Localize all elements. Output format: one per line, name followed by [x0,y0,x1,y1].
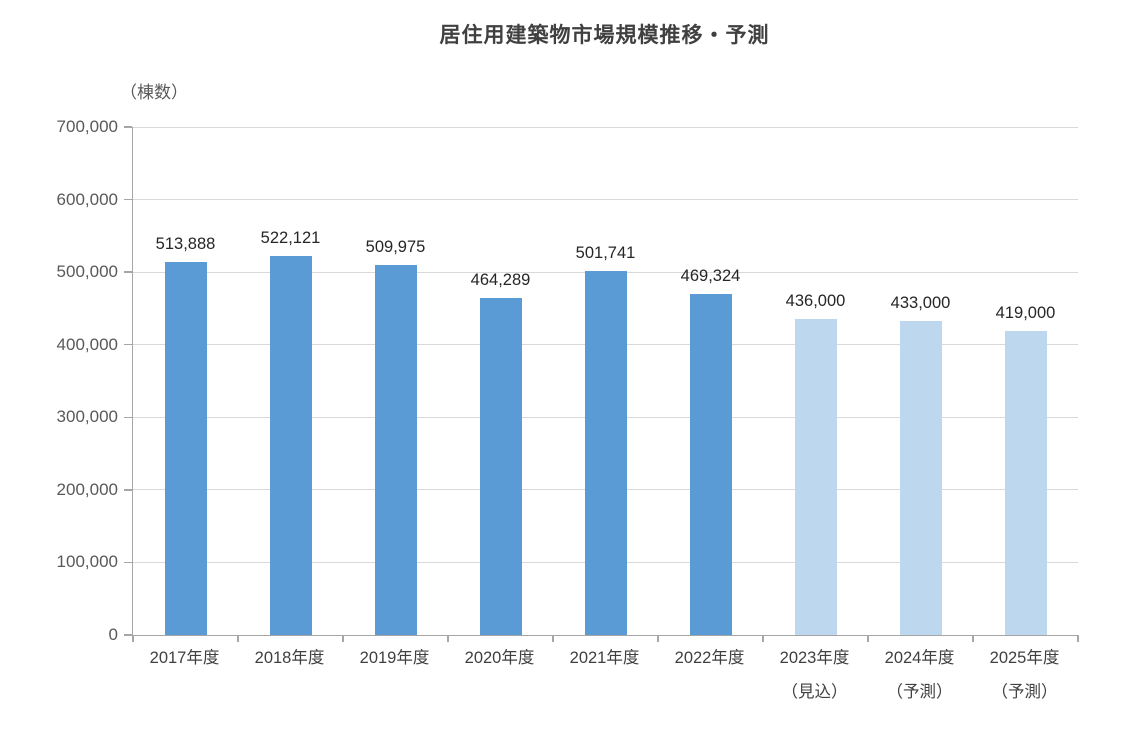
category-sublabel: （見込） [781,683,848,701]
y-axis-tick [124,126,132,128]
chart-title: 居住用建築物市場規模推移・予測 [439,24,770,47]
x-axis-category-label: 2021年度 [552,648,657,668]
bar [584,270,627,635]
data-label: 522,121 [260,229,321,248]
category-year-label: 2018年度 [254,649,325,667]
bar [374,264,417,635]
bar [164,262,207,635]
data-label: 436,000 [785,291,846,310]
category-year-label: 2021年度 [569,649,640,667]
x-axis-tick [237,635,239,642]
category-sublabel: （予測） [886,683,953,701]
category-year-label: 2024年度 [884,649,955,667]
x-axis-category-label: 2023年度 （見込） [762,648,867,702]
y-axis-tick [124,343,132,346]
gridline [133,199,1078,201]
x-axis-tick [867,635,869,642]
y-axis-tick [124,634,132,636]
gridline [133,126,1078,128]
category-year-label: 2025年度 [989,649,1060,667]
y-axis-tick [124,561,132,564]
x-axis-category-label: 2018年度 [237,648,342,668]
y-axis-tick-label: 400,000 [56,334,118,354]
y-axis-tick [124,489,132,491]
bar [794,318,837,635]
category-year-label: 2022年度 [674,649,745,667]
x-axis-tick [447,635,449,642]
y-axis-tick [124,198,132,201]
data-label: 509,975 [365,237,426,256]
x-axis-category-label: 2025年度 （予測） [972,648,1077,702]
y-axis-tick-label: 300,000 [56,407,118,427]
x-axis-tick [657,635,659,642]
bar [269,256,312,635]
category-year-label: 2017年度 [149,649,220,667]
y-axis-tick [124,416,132,419]
category-year-label: 2019年度 [359,649,430,667]
y-axis-tick-label: 200,000 [56,479,118,499]
x-axis-category-label: 2022年度 [657,648,762,668]
y-axis-tick-label: 700,000 [56,117,118,136]
x-axis-category-label: 2019年度 [342,648,447,668]
y-axis-tick-label: 100,000 [56,552,118,572]
bar [479,298,522,635]
x-axis-category-label: 2017年度 [132,648,237,668]
x-axis-tick [1077,635,1079,642]
data-label: 433,000 [890,293,951,312]
bar [1004,330,1047,635]
category-sublabel: （予測） [991,683,1058,701]
x-axis-tick [972,635,974,642]
x-axis-category-label: 2020年度 [447,648,552,668]
category-year-label: 2020年度 [464,649,535,667]
y-axis-tick-label: 0 [108,625,118,644]
bar [689,294,732,635]
x-axis-tick [342,635,344,642]
data-label: 469,324 [680,267,741,286]
data-label: 419,000 [995,303,1056,322]
x-axis-category-label: 2024年度 （予測） [867,648,972,702]
data-label: 501,741 [575,243,636,262]
y-axis-tick-label: 500,000 [56,262,118,282]
x-axis-tick [762,635,764,642]
y-axis-tick-label: 600,000 [56,189,118,209]
y-axis-tick [124,271,132,273]
plot-area: 513,888 522,121 509,975 464,289 501,741 469,3… [124,126,1079,642]
x-axis-tick [552,635,554,642]
category-year-label: 2023年度 [779,649,850,667]
y-axis-unit-label: （棟数） [120,83,188,102]
data-label: 513,888 [155,235,216,254]
bar [899,320,942,635]
x-axis-tick [132,635,134,642]
data-label: 464,289 [470,271,531,290]
